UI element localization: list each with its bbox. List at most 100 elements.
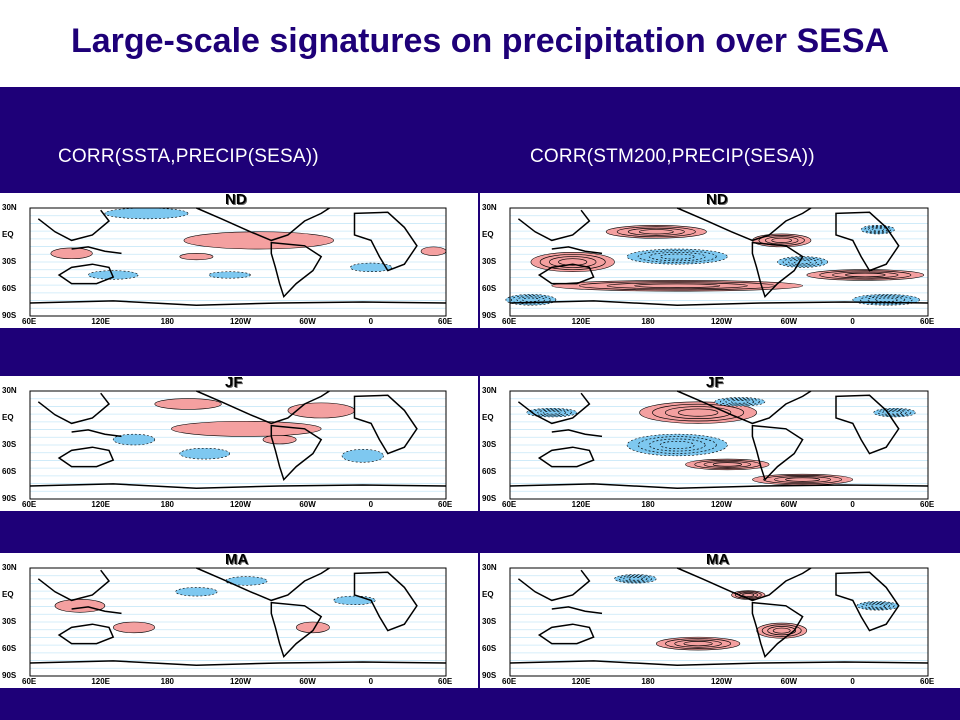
latitude-tick-label: 30N [2,386,17,395]
longitude-tick-label: 60E [920,317,935,326]
longitude-tick-label: 120W [230,500,251,509]
latitude-tick-label: 30S [482,440,497,449]
longitude-tick-label: 120W [711,500,732,509]
map-plot [509,390,929,500]
latitude-tick-label: 60S [482,467,497,476]
longitude-tick-label: 60E [22,677,37,686]
longitude-tick-label: 0 [850,500,855,509]
season-label: JF [225,376,243,391]
season-label: ND [225,193,247,208]
latitude-tick-label: 30S [2,257,17,266]
coastline [57,263,115,285]
latitude-tick-label: 60S [2,644,17,653]
positive-correlation-area [287,402,355,418]
negative-correlation-area [714,397,765,407]
map-plot [29,390,447,500]
map-plot [509,567,929,677]
longitude-tick-label: 120E [571,500,591,509]
negative-correlation-area [627,434,728,456]
coastline [37,569,111,602]
latitude-tick-label: 90S [482,494,497,503]
coastline [353,211,418,272]
negative-correlation-area [175,587,218,597]
coastline [353,394,418,455]
coastline [270,601,323,659]
coastline [835,394,900,455]
negative-correlation-area [777,256,828,268]
longitude-tick-label: 60W [780,317,798,326]
longitude-tick-label: 180 [160,317,175,326]
negative-correlation-area [208,271,251,279]
coastline [29,300,447,306]
latitude-tick-label: 30N [2,203,17,212]
season-label: MA [706,553,730,568]
map-panel: MA 30N EQ 30S 60S 90S 60E 120E 180 120W 60W 0 60E [480,553,960,688]
latitude-tick-label: 30N [2,563,17,572]
negative-correlation-area [179,448,230,460]
negative-correlation-area [113,434,155,445]
latitude-tick-label: 90S [2,671,17,680]
latitude-tick-label: 90S [482,671,497,680]
positive-correlation-area [113,622,155,633]
longitude-tick-label: 60E [22,317,37,326]
season-label: ND [706,193,728,208]
longitude-tick-label: 60E [502,317,517,326]
positive-correlation-area [656,637,740,651]
negative-correlation-area [873,408,916,417]
positive-correlation-area [54,599,105,613]
latitude-tick-label: 30S [2,617,17,626]
coastline [57,446,115,468]
coastline [37,209,111,242]
coastline [676,390,812,425]
coastline [509,300,929,306]
latitude-tick-label: 60S [482,284,497,293]
longitude-tick-label: 60E [438,677,453,686]
latitude-tick-label: 30S [2,440,17,449]
coastline [71,606,122,615]
latitude-tick-label: 60S [2,284,17,293]
coastline [196,207,330,242]
longitude-tick-label: 60W [780,677,798,686]
map-panel: ND 30N EQ 30S 60S 90S 60E 120E 180 120W 60W 0 60E [0,193,478,328]
map-plot [505,207,929,317]
title-bar [0,0,960,87]
coastline [517,569,591,602]
map-plot [29,207,447,317]
negative-correlation-area [350,263,392,272]
latitude-tick-label: 90S [2,494,17,503]
latitude-tick-label: 30N [482,563,497,572]
positive-correlation-area [154,398,222,410]
longitude-tick-label: 60W [780,500,798,509]
coastline [835,571,900,632]
negative-correlation-area [856,601,899,611]
negative-correlation-area [614,574,657,584]
longitude-tick-label: 60E [438,317,453,326]
map-panel: JF 30N EQ 30S 60S 90S 60E 120E 180 120W 60W 0 60E [0,376,478,511]
positive-correlation-area [50,247,93,259]
latitude-tick-label: EQ [482,590,494,599]
negative-correlation-area [526,408,577,417]
longitude-tick-label: 60W [299,317,316,326]
latitude-tick-label: EQ [2,590,14,599]
longitude-tick-label: 60W [299,500,316,509]
latitude-tick-label: EQ [2,413,14,422]
longitude-tick-label: 60E [920,677,935,686]
slide-title: Large-scale signatures on precipitation … [70,22,890,60]
coastline [196,567,330,602]
negative-correlation-area [104,208,189,219]
coastline [270,424,323,482]
latitude-tick-label: EQ [482,230,494,239]
longitude-tick-label: 0 [850,317,855,326]
coastline [57,623,115,645]
longitude-tick-label: 0 [368,677,374,686]
coastline [509,483,929,489]
coastline [517,209,591,242]
latitude-tick-label: EQ [2,230,14,239]
coastline [676,567,812,602]
longitude-tick-label: 0 [850,677,855,686]
coastline [537,446,595,468]
coastline [29,660,447,666]
positive-correlation-area [171,421,322,437]
longitude-tick-label: 60W [299,677,316,686]
coastline [71,429,122,438]
